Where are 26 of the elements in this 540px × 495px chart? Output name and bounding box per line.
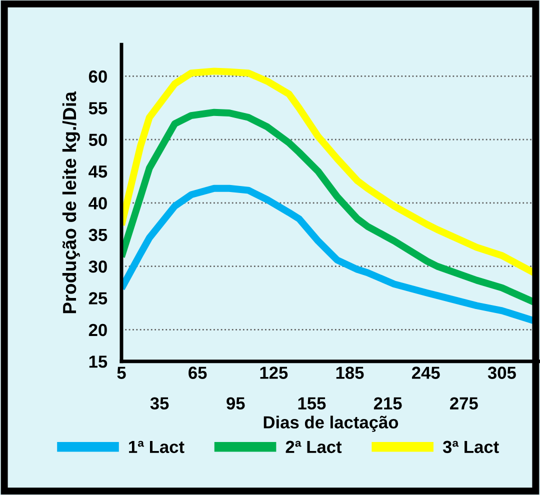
- y-tick-label: 45: [88, 166, 108, 178]
- x-tick-label: 245: [412, 366, 440, 379]
- x-axis-title: Dias de lactação: [264, 416, 398, 432]
- x-tick-label: 65: [188, 366, 207, 379]
- y-tick-label: 55: [88, 102, 108, 114]
- y-tick-label: 30: [88, 260, 107, 273]
- y-axis-title: Produção de leite kg./Dia: [62, 91, 80, 314]
- x2-tick-label: 275: [450, 397, 478, 410]
- legend-label: 3ª Lact: [442, 440, 499, 454]
- x-tick-label: 125: [260, 366, 288, 379]
- y-tick-label: 20: [88, 324, 107, 336]
- y-tick-label: 60: [88, 70, 107, 83]
- x2-tick-label: 155: [298, 397, 326, 410]
- y-tick-label: 40: [88, 197, 107, 210]
- x-tick-label: 185: [336, 366, 364, 379]
- x2-tick-label: 35: [150, 397, 169, 410]
- x2-tick-label: 95: [226, 397, 245, 410]
- legend-label: 2ª Lact: [286, 440, 342, 454]
- legend-label: 1ª Lact: [129, 440, 184, 454]
- y-tick-label: 50: [88, 134, 107, 146]
- y-tick-label: 15: [89, 356, 108, 368]
- x-tick-label: 5: [117, 366, 126, 379]
- x2-tick-label: 215: [374, 397, 402, 410]
- y-tick-label: 35: [88, 228, 108, 242]
- x-tick-label: 305: [488, 366, 516, 379]
- y-tick-label: 25: [88, 292, 108, 304]
